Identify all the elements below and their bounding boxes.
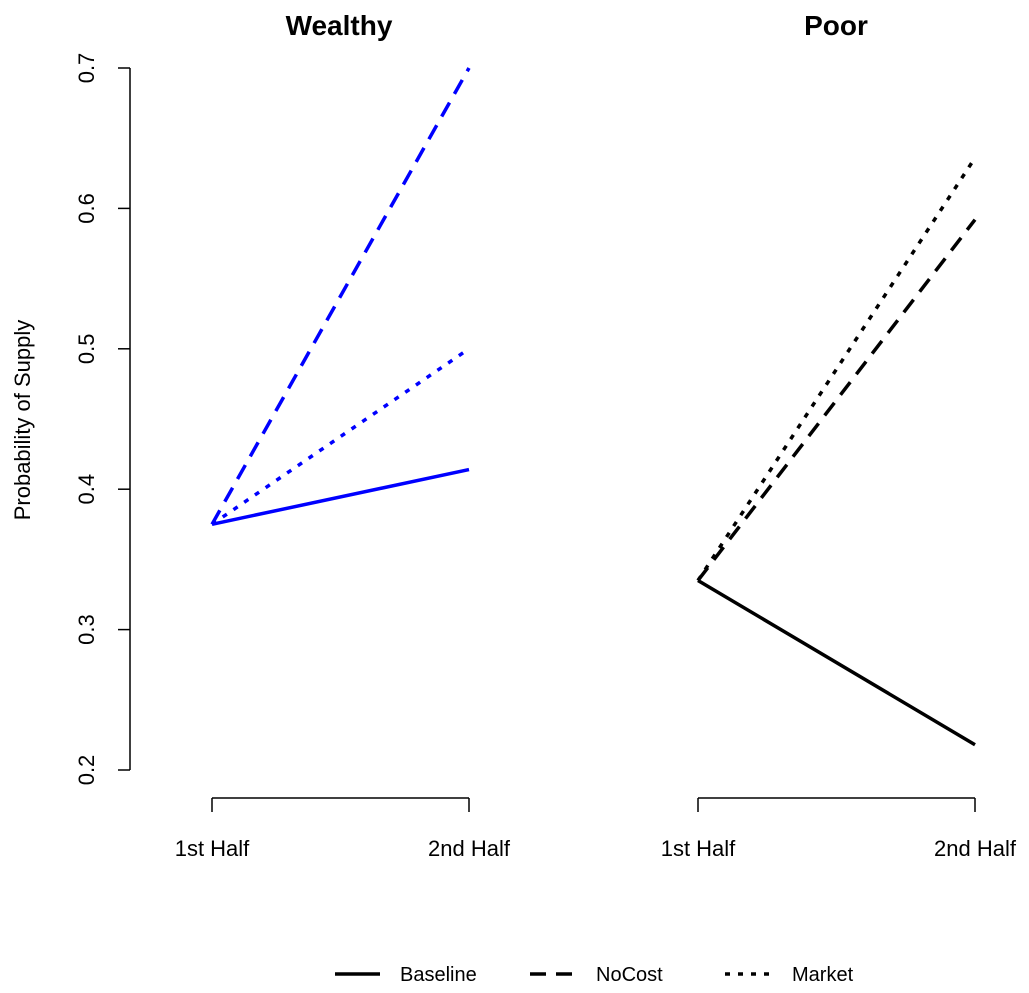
legend: Baseline NoCost Market	[335, 964, 854, 986]
legend-label-baseline: Baseline	[400, 964, 477, 986]
y-tick-label: 0.2	[74, 755, 99, 786]
y-tick-label: 0.5	[74, 334, 99, 365]
y-axis: 0.2 0.3 0.4 0.5 0.6 0.7	[74, 53, 131, 786]
x-tick-label: 1st Half	[661, 836, 736, 861]
series-line-market-poor	[696, 156, 977, 582]
series-line-baseline-wealthy	[211, 467, 470, 527]
series-line-nocost-poor	[696, 218, 977, 582]
panel-title-wealthy: Wealthy	[286, 10, 393, 41]
y-axis-label: Probability of Supply	[10, 320, 35, 521]
y-tick-label: 0.7	[74, 53, 99, 84]
series-line-nocost-wealthy	[210, 67, 471, 526]
legend-label-nocost: NoCost	[596, 964, 663, 986]
y-tick-label: 0.3	[74, 614, 99, 645]
y-tick-label: 0.4	[74, 474, 99, 505]
x-axes: 1st Half 2nd Half 1st Half 2nd Half	[175, 797, 1017, 861]
x-tick-label: 2nd Half	[934, 836, 1017, 861]
panel-title-poor: Poor	[804, 10, 868, 41]
legend-label-market: Market	[792, 964, 854, 986]
x-tick-label: 2nd Half	[428, 836, 511, 861]
x-tick-label: 1st Half	[175, 836, 250, 861]
y-tick-label: 0.6	[74, 193, 99, 224]
series-line-baseline-poor	[697, 578, 976, 747]
series-lines	[210, 67, 977, 747]
